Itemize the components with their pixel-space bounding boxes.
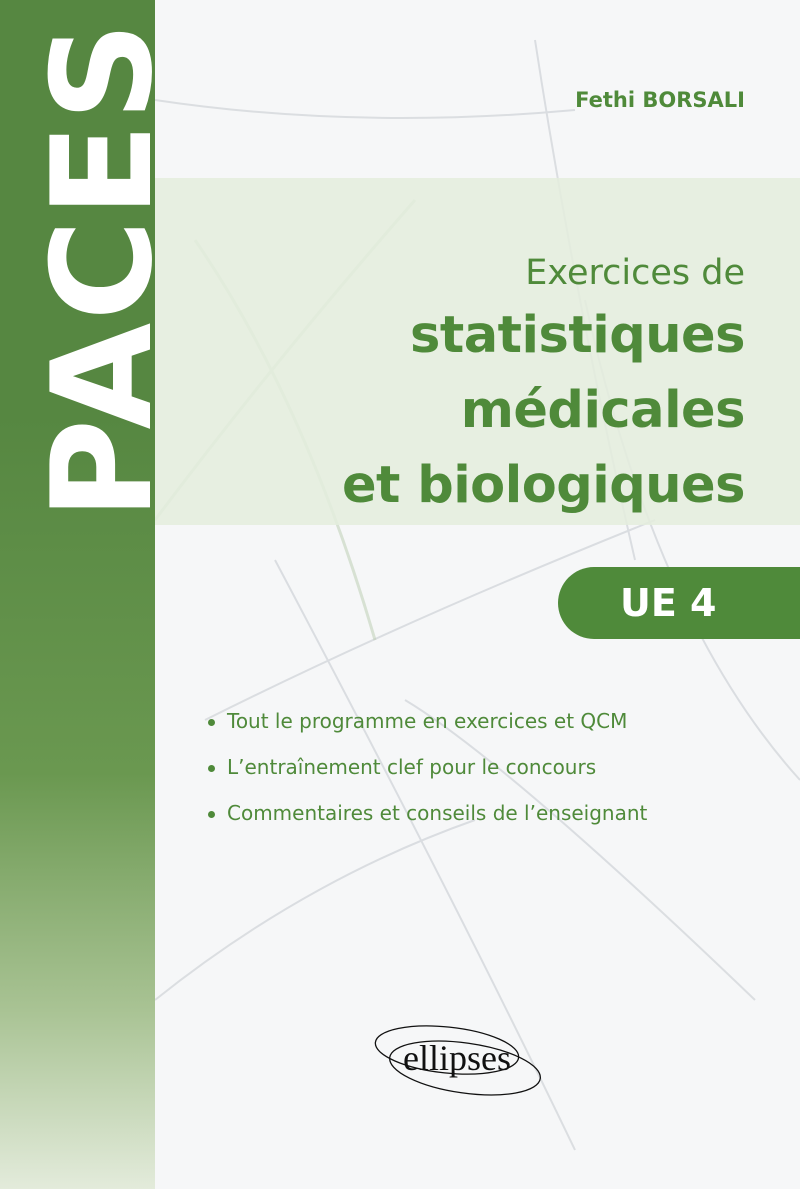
- title-line-4: et biologiques: [341, 456, 746, 515]
- feature-list: Tout le programme en exercices et QCM L’…: [208, 706, 647, 844]
- ue-badge: UE 4: [558, 567, 800, 639]
- author-name: Fethi BORSALI: [575, 88, 745, 112]
- bullet-icon: [208, 765, 215, 772]
- series-name: PACES: [22, 19, 183, 520]
- title-line-3: médicales: [460, 381, 746, 440]
- title-band: [155, 178, 800, 525]
- bullet-icon: [208, 811, 215, 818]
- feature-item: Commentaires et conseils de l’enseignant: [208, 798, 647, 844]
- feature-item: L’entraînement clef pour le concours: [208, 752, 647, 798]
- publisher-logo: ellipses: [374, 1025, 541, 1096]
- feature-item: Tout le programme en exercices et QCM: [208, 706, 647, 752]
- title-line-1: Exercices de: [525, 253, 745, 293]
- title-line-2: statistiques: [410, 306, 746, 365]
- book-title: Exercices de statistiques médicales et b…: [341, 248, 746, 523]
- series-sidebar: PACES: [0, 0, 183, 1189]
- bullet-icon: [208, 719, 215, 726]
- publisher-name: ellipses: [403, 1038, 511, 1078]
